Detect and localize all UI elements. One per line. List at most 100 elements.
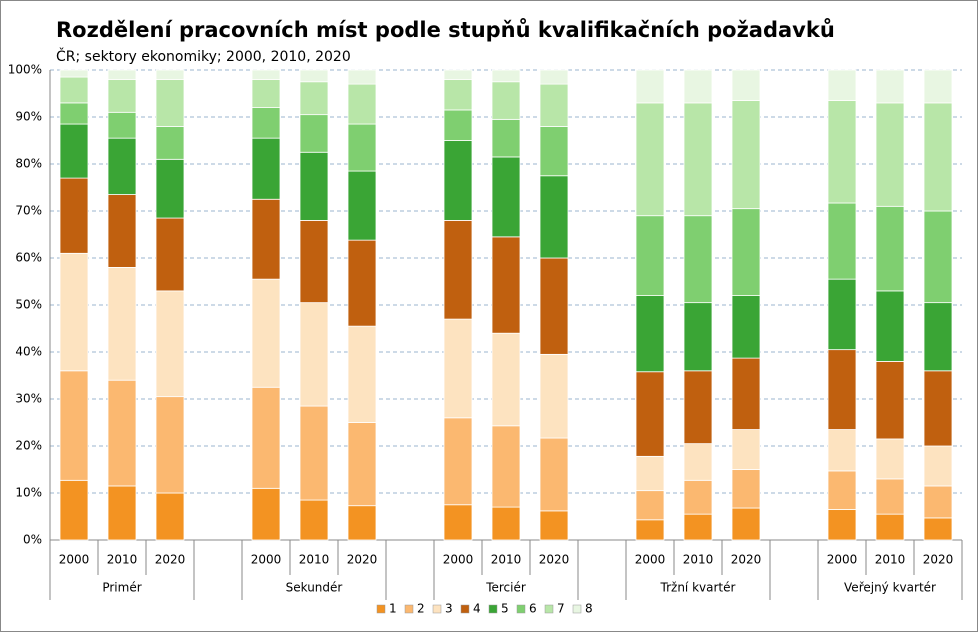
bar-segment [107, 111, 137, 139]
bar-segment [443, 109, 473, 141]
legend-label: 3 [445, 602, 453, 616]
bar-segment [347, 422, 377, 507]
bar-segment [107, 194, 137, 268]
bar-segment [443, 140, 473, 221]
bar-segment [875, 69, 905, 104]
bar-segment [59, 69, 89, 78]
bar-segment [539, 69, 569, 85]
bar-segment [107, 266, 137, 381]
bar-segment [827, 100, 857, 204]
bar-segment [107, 79, 137, 113]
bar-segment [251, 198, 281, 280]
bar-segment [827, 429, 857, 472]
bar-segment [491, 156, 521, 238]
x-tick-label: 2010 [299, 553, 330, 567]
bar-segment [299, 114, 329, 153]
bar-segment [731, 100, 761, 210]
x-tick-label: 2000 [827, 553, 858, 567]
bar-segment [491, 506, 521, 541]
x-tick-label: 2000 [59, 553, 90, 567]
bar-segment [683, 302, 713, 372]
legend-label: 1 [389, 602, 397, 616]
bar-segment [443, 318, 473, 419]
bar-segment [827, 470, 857, 510]
bar-segment [251, 386, 281, 489]
bar-segment [59, 370, 89, 481]
bar-segment [347, 69, 377, 85]
bar-segment [683, 370, 713, 445]
legend-swatch [376, 604, 386, 614]
bar-segment [683, 513, 713, 541]
bar-segment [107, 485, 137, 541]
bar-segment [635, 455, 665, 492]
legend-swatch [460, 604, 470, 614]
bar-segment [107, 69, 137, 80]
bar-segment [731, 295, 761, 359]
bar-segment [635, 215, 665, 296]
bar-segment [155, 79, 185, 127]
bar-segment [491, 332, 521, 427]
bar-segment [539, 510, 569, 541]
group-label: Veřejný kvartér [844, 581, 936, 595]
bar-segment [155, 158, 185, 219]
bar-segment [347, 123, 377, 172]
bar-segment [299, 405, 329, 501]
bar-segment [347, 505, 377, 541]
bar-segment [635, 519, 665, 541]
bar-segment [923, 517, 953, 541]
bar-segment [731, 469, 761, 509]
group-label: Terciér [485, 581, 526, 595]
chart-title: Rozdělení pracovních míst podle stupňů k… [56, 18, 835, 42]
bar-segment [155, 69, 185, 80]
bar-segment [923, 210, 953, 304]
bar-segment [683, 69, 713, 104]
bar-segment [299, 151, 329, 221]
bar-segment [251, 137, 281, 200]
bar-segment [683, 102, 713, 217]
y-tick-label: 100% [8, 63, 42, 77]
bar-segment [539, 437, 569, 512]
x-tick-label: 2000 [443, 553, 474, 567]
bar-segment [539, 175, 569, 259]
bar-segment [731, 208, 761, 296]
bar-segment [635, 490, 665, 521]
y-tick-label: 0% [23, 533, 42, 547]
legend-swatch [432, 604, 442, 614]
y-tick-label: 20% [15, 439, 42, 453]
bar-segment [491, 425, 521, 508]
bar-segment [59, 479, 89, 541]
bar-segment [923, 69, 953, 104]
legend-swatch [404, 604, 414, 614]
x-tick-label: 2020 [731, 553, 762, 567]
bar-segment [251, 69, 281, 80]
y-tick-label: 50% [15, 298, 42, 312]
bar-segment [827, 202, 857, 280]
bar-segment [635, 102, 665, 217]
bar-segment [683, 443, 713, 481]
legend-label: 6 [529, 602, 537, 616]
bar-segment [491, 236, 521, 334]
bar-segment [827, 349, 857, 430]
bar-segment [347, 325, 377, 423]
chart-subtitle: ČR; sektory ekonomiky; 2000, 2010, 2020 [56, 47, 351, 65]
bar-segment [59, 102, 89, 125]
legend-label: 8 [585, 602, 593, 616]
bar-segment [59, 252, 89, 372]
bar-segment [491, 69, 521, 83]
x-tick-label: 2000 [635, 553, 666, 567]
bar-segment [539, 83, 569, 127]
legend-label: 5 [501, 602, 509, 616]
y-tick-label: 10% [15, 486, 42, 500]
y-tick-label: 40% [15, 345, 42, 359]
bar-segment [731, 357, 761, 430]
bar-segment [683, 215, 713, 304]
legend-swatch [572, 604, 582, 614]
bar-segment [923, 302, 953, 372]
bar-segment [347, 83, 377, 125]
bar-segment [923, 445, 953, 487]
bar-segment [299, 69, 329, 83]
x-tick-label: 2020 [155, 553, 186, 567]
x-tick-label: 2020 [347, 553, 378, 567]
bar-segment [539, 353, 569, 439]
